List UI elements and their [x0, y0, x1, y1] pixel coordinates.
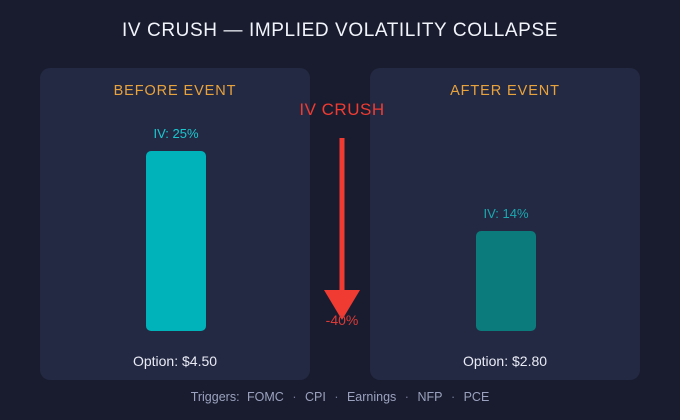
panel-before-title: BEFORE EVENT: [113, 83, 237, 99]
option-price-after: Option: $2.80: [462, 353, 548, 369]
trigger-separator: ·: [404, 390, 409, 404]
bar-before-event: [146, 151, 206, 331]
panel-after-title: AFTER EVENT: [450, 83, 560, 99]
iv-crush-change: -40%: [325, 312, 359, 328]
panel-before-event: BEFORE EVENT IV: 25% Option: $4.50: [40, 68, 310, 380]
arrow-down-icon: [282, 132, 402, 327]
trigger-separator: ·: [292, 390, 297, 404]
iv-crush-label: IV CRUSH: [299, 100, 385, 119]
triggers-prefix: Triggers:: [190, 390, 240, 404]
iv-crush-annotation: IV CRUSH -40%: [282, 100, 402, 345]
bar-label-before-iv: IV: 25%: [153, 126, 199, 141]
trigger-separator: ·: [334, 390, 339, 404]
page-title: IV CRUSH — IMPLIED VOLATILITY COLLAPSE: [122, 20, 558, 41]
bar-label-after-iv: IV: 14%: [483, 206, 529, 221]
trigger-item-nfp: NFP: [417, 390, 443, 404]
option-price-before: Option: $4.50: [132, 353, 218, 369]
trigger-separator: ·: [450, 390, 456, 404]
panel-after-event: AFTER EVENT IV: 14% Option: $2.80: [370, 68, 640, 380]
trigger-item-cpi: CPI: [304, 390, 326, 404]
trigger-item-earnings: Earnings: [346, 390, 397, 404]
triggers-footer: Triggers: FOMC · CPI · Earnings · NFP · …: [0, 390, 680, 404]
trigger-item-pce: PCE: [463, 390, 490, 404]
trigger-item-fomc: FOMC: [247, 390, 284, 404]
bar-after-event: [476, 231, 536, 331]
